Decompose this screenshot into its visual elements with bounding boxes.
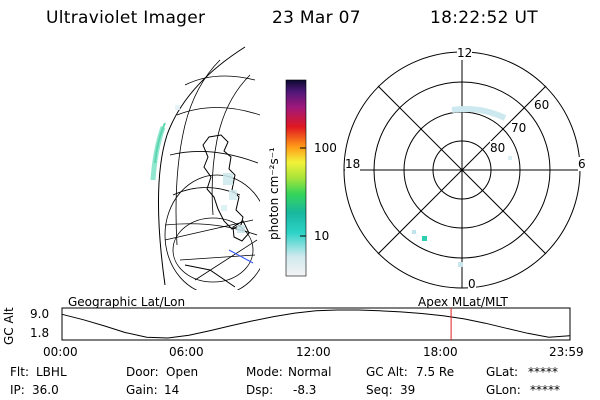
ip-value: 36.0 [32,383,59,397]
x-tick-1200: 12:00 [296,345,331,359]
ip-label: IP: [10,383,25,397]
door-label: Door: [126,365,159,379]
dsp-value: -8.3 [293,383,317,397]
mlt-label-18: 18 [345,157,361,171]
timeline-left-label: Geographic Lat/Lon [68,295,186,309]
mode-value: Normal [288,365,332,379]
x-tick-0000: 00:00 [43,345,78,359]
colorbar-unit-label: photon cm⁻²s⁻¹ [267,147,281,240]
mode-label: Mode: [246,365,283,379]
colorbar-tick-10: 10 [314,229,330,243]
geographic-projection-image [150,46,260,290]
auroral-emission [150,105,245,233]
gc-alt-label: GC Alt: [366,365,408,379]
glon-label: GLon: [486,383,521,397]
gc-alt-value: 7.5 Re [416,365,455,379]
colorbar-tick-100: 100 [314,141,337,155]
x-tick-2359: 23:59 [549,345,584,359]
glat-label: GLat: [486,365,519,379]
mlt-label-6: 6 [578,157,586,171]
earth-limb [157,46,246,286]
timeline-y-axis-label: GC Alt [2,307,16,345]
glat-value: ***** [528,365,558,379]
coastline [202,134,244,230]
gain-label: Gain: [126,383,158,397]
mlt-label-0: 0 [468,277,476,291]
gain-value: 14 [164,383,180,397]
filter-label: Flt: [10,365,29,379]
polar-auroral-emission [412,106,512,267]
door-value: Open [166,365,199,379]
intensity-colorbar [285,79,307,277]
dsp-label: Dsp: [246,383,274,397]
timeline-y-tick-bottom: 1.8 [30,326,50,340]
lat-label-80: 80 [490,141,506,155]
observation-time: 18:22:52 UT [430,8,538,28]
altitude-timeline [61,307,571,341]
timeline-right-label: Apex MLat/MLT [418,295,508,309]
altitude-curve [61,309,570,339]
filter-value: LBHL [36,365,67,379]
lat-lon-grid [164,59,260,290]
glon-value: ***** [530,383,560,397]
magnetic-polar-plot [343,51,581,289]
x-tick-1800: 18:00 [423,345,458,359]
timeline-y-tick-top: 9.0 [30,307,50,321]
lat-label-70: 70 [511,121,527,135]
instrument-title: Ultraviolet Imager [46,8,206,28]
observation-date: 23 Mar 07 [272,8,361,28]
lat-label-60: 60 [534,98,550,112]
timeline-frame [61,307,571,341]
x-tick-0600: 06:00 [169,345,204,359]
seq-label: Seq: [366,383,393,397]
seq-value: 39 [400,383,416,397]
mlt-label-12: 12 [457,46,473,60]
